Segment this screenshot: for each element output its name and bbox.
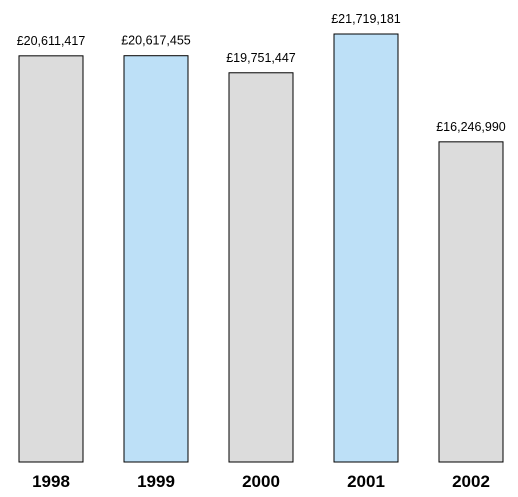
bar-2000: [228, 72, 294, 463]
x-tick-label-1998: 1998: [32, 472, 70, 491]
value-labels-group: £20,611,417 £20,617,455 £19,751,447 £21,719…: [17, 12, 506, 134]
value-label-2000: £19,751,447: [226, 51, 296, 65]
bar-1998: [18, 55, 84, 463]
x-tick-label-2000: 2000: [242, 472, 280, 491]
value-label-1999: £20,617,455: [121, 34, 191, 48]
value-label-2002: £16,246,990: [436, 120, 506, 134]
bars-group: [18, 33, 504, 463]
x-tick-label-2001: 2001: [347, 472, 385, 491]
value-label-1998: £20,611,417: [17, 34, 86, 48]
x-tick-label-1999: 1999: [137, 472, 175, 491]
x-tick-label-2002: 2002: [452, 472, 490, 491]
bar-1999: [123, 55, 189, 463]
bar-2001: [333, 33, 399, 463]
x-tick-labels-group: 1998 1999 2000 2001 2002: [32, 472, 490, 491]
value-label-2001: £21,719,181: [331, 12, 401, 26]
bar-2002: [438, 141, 504, 463]
